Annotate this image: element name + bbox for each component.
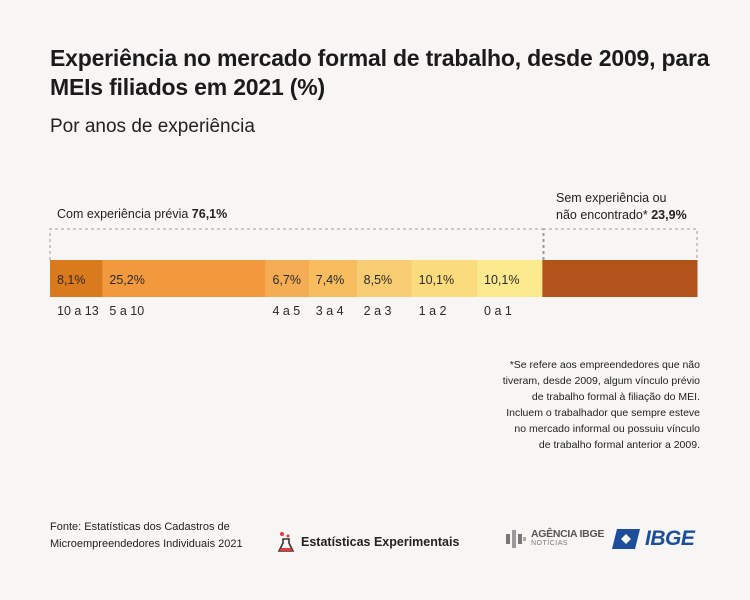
category-label: 1 a 2 [419,304,447,318]
footnote-line: Incluem o trabalhador que sempre esteve [506,407,700,419]
bar-segment-1 [50,260,103,297]
ibge-logo: IBGE [611,527,695,551]
category-label: 4 a 5 [272,304,300,318]
segment-value-label: 8,1% [57,273,86,287]
bar-segment-2 [102,260,266,297]
footnote-line: tiveram, desde 2009, algum vínculo prévi… [502,375,700,387]
with-experience-label: Com experiência prévia [57,207,189,221]
without-experience-bracket [543,228,698,260]
agencia-sublabel: NOTÍCIAS [531,540,569,547]
source-note: Fonte: Estatísticas dos Cadastros de Mic… [50,519,243,553]
source-line1: Fonte: Estatísticas dos Cadastros de [50,521,230,533]
footnote: *Se refere aos empreendedores que não ti… [460,357,700,453]
without-experience-value: 23,9% [651,208,687,222]
bar-segment-4 [308,260,358,297]
without-experience-line1: Sem experiência ou [556,191,667,205]
footnote-line: de trabalho formal à filiação do MEI. [531,391,700,403]
experimental-stats-label: Estatísticas Experimentais [301,535,460,549]
chart-subtitle: Por anos de experiência [50,116,255,137]
ibge-wordmark: IBGE [645,527,695,550]
category-label: 0 a 1 [484,304,512,318]
without-experience-line2: não encontrado* [556,208,648,222]
category-label: 10 a 13 [57,304,99,318]
bar-segment-7 [477,260,543,297]
segment-value-label: 25,2% [109,273,144,287]
chart-title: Experiência no mercado formal de trabalh… [50,45,710,100]
source-line2: Microempreendedores Individuais 2021 [50,538,243,550]
without-experience-header: Sem experiência ou não encontrado* 23,9% [556,190,687,224]
agencia-icon [506,530,526,548]
flask-icon [277,532,295,552]
bar-segment-8 [542,260,698,297]
footnote-line: no mercado informal ou possuiu vínculo [514,423,700,435]
category-label: 5 a 10 [109,304,144,318]
bar-segment-3 [265,260,310,297]
segment-value-label: 10,1% [484,273,519,287]
with-experience-header: Com experiência prévia 76,1% [57,207,227,221]
with-experience-bracket [49,228,544,260]
segment-value-label: 7,4% [316,273,345,287]
footnote-line: *Se refere aos empreendedores que não [509,359,700,371]
agencia-label: AGÊNCIA IBGE [531,528,605,540]
ibge-icon [612,529,640,549]
bar-segment-5 [356,260,413,297]
bar-segment-6 [411,260,478,297]
category-label: 2 a 3 [364,304,392,318]
category-label: 3 a 4 [316,304,344,318]
experimental-stats-logo: Estatísticas Experimentais [277,531,459,553]
segment-value-label: 10,1% [419,273,454,287]
segment-value-label: 6,7% [272,273,301,287]
with-experience-value: 76,1% [191,207,228,221]
segment-value-label: 8,5% [364,273,393,287]
agencia-ibge-logo: AGÊNCIA IBGE NOTÍCIAS [505,528,604,550]
footnote-line: de trabalho formal anterior a 2009. [538,439,700,451]
